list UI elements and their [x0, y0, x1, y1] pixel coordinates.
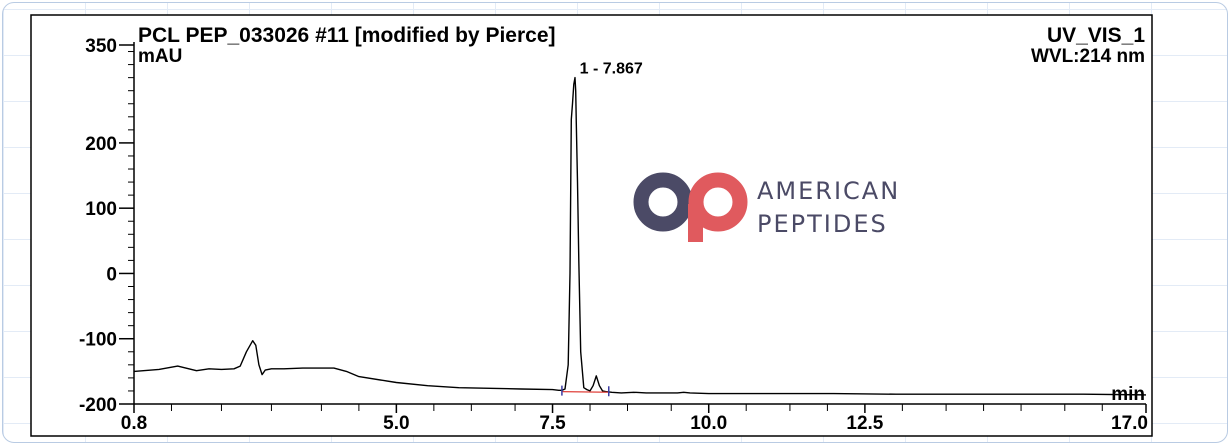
- y-tick-label: -200: [79, 395, 117, 416]
- chromatogram-trace: [133, 76, 1147, 396]
- x-tick-label: 7.5: [539, 413, 566, 434]
- x-tick-label: 12.5: [846, 413, 883, 434]
- y-axis-unit-label: mAU: [138, 46, 182, 67]
- y-tick-label: 100: [85, 199, 117, 220]
- logo-text-line2: PEPTIDES: [757, 210, 888, 238]
- x-tick-label: 0.8: [121, 413, 147, 434]
- chart-header-right: UV_VIS_1: [1047, 24, 1145, 47]
- integration-baseline: [561, 390, 609, 393]
- peak-label: 1 - 7.867: [580, 61, 643, 78]
- series: [133, 76, 1147, 397]
- logo-text-line1: AMERICAN: [757, 177, 900, 205]
- y-tick-label: -100: [79, 330, 117, 351]
- y-tick-label: 350: [85, 36, 117, 57]
- y-tick-label: 200: [85, 134, 117, 155]
- x-tick-label: 10.0: [690, 413, 727, 434]
- wavelength-label: WVL:214 nm: [1031, 46, 1145, 67]
- logo-circle-a: [633, 172, 693, 232]
- y-tick-label: 0: [106, 264, 117, 285]
- x-tick-label: 5.0: [383, 413, 409, 434]
- logo-p-stem: [688, 204, 703, 242]
- american-peptides-logo: AMERICAN PEPTIDES: [633, 172, 900, 242]
- chart-header-left: PCL PEP_033026 #11 [modified by Pierce]: [138, 24, 556, 47]
- logo-circle-p: [688, 172, 748, 232]
- plot-background: [30, 14, 1153, 437]
- x-tick-label: 17.0: [1111, 413, 1148, 434]
